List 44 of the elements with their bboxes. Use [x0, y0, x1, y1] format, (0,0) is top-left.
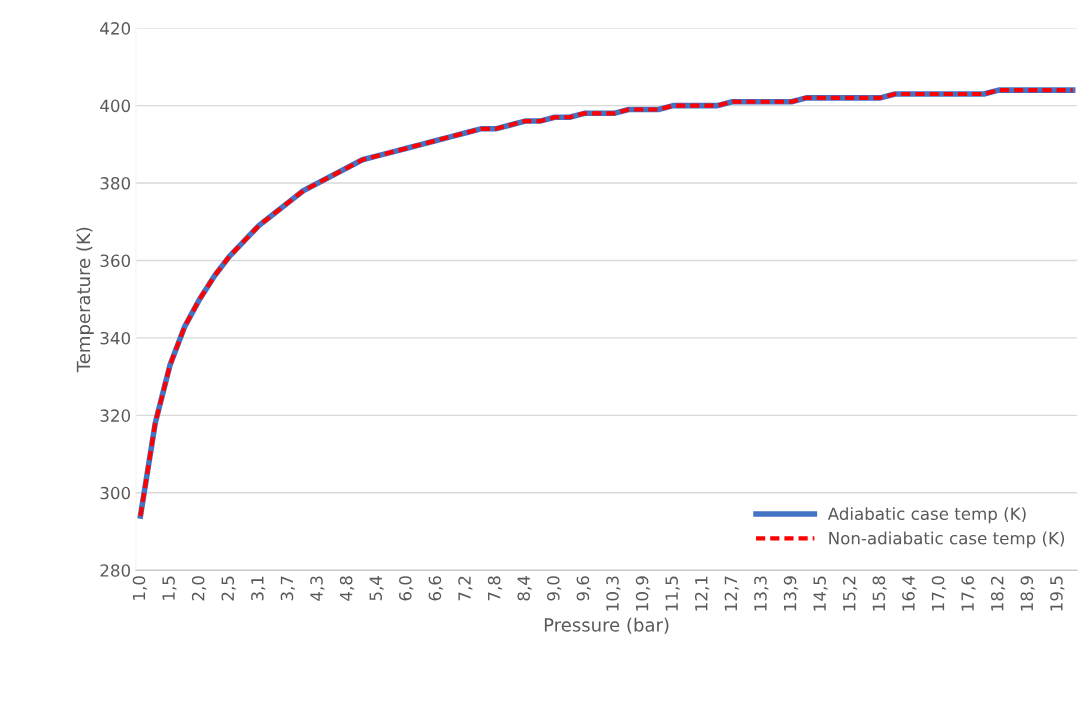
x-tick-label: 3,7	[280, 576, 295, 601]
x-tick-label: 10,3	[606, 576, 621, 611]
x-tick-label: 19,5	[1050, 576, 1065, 611]
x-tick-label: 5,4	[369, 576, 384, 601]
x-tick-label: 17,6	[961, 576, 976, 611]
x-tick-label: 4,3	[310, 576, 325, 601]
y-tick-label: 340	[100, 331, 131, 345]
x-tick-label: 6,0	[399, 576, 414, 601]
x-tick-label: 15,8	[872, 576, 887, 611]
y-tick-label: 420	[100, 22, 131, 35]
x-tick-label: 1,5	[162, 576, 177, 600]
y-axis-title: Temperature (K)	[76, 227, 94, 373]
x-tick-label: 15,2	[842, 576, 858, 611]
x-tick-label: 6,6	[428, 576, 443, 601]
x-tick-label: 1,0	[132, 576, 147, 600]
x-tick-label: 18,9	[1020, 576, 1035, 611]
x-tick-label: 4,8	[339, 576, 355, 601]
x-tick-label: 10,9	[635, 576, 651, 611]
x-tick-label: 7,2	[458, 576, 473, 601]
y-tick-label: 320	[100, 409, 131, 422]
x-tick-label: 8,4	[517, 576, 532, 601]
x-tick-label: 17,0	[931, 576, 947, 611]
x-tick-label: 12,7	[724, 576, 739, 611]
y-tick-label: 380	[100, 177, 131, 190]
x-tick-label: 16,4	[902, 576, 917, 611]
x-tick-label: 18,2	[990, 576, 1006, 611]
x-tick-label: 7,8	[487, 576, 503, 601]
x-tick-label: 14,5	[813, 576, 828, 611]
x-tick-label: 9,6	[576, 576, 591, 601]
legend-label: Adiabatic case temp (K)	[827, 507, 1026, 524]
x-tick-label: 3,1	[251, 576, 266, 601]
x-tick-label: 2,0	[191, 576, 207, 601]
x-tick-label: 12,1	[694, 576, 710, 611]
x-tick-label: 11,5	[665, 576, 680, 611]
x-tick-label: 9,0	[547, 576, 562, 601]
x-tick-label: 2,5	[221, 576, 236, 601]
x-axis-title: Pressure (bar)	[544, 617, 669, 634]
x-tick-label: 13,9	[783, 576, 799, 611]
y-tick-label: 300	[100, 486, 131, 500]
y-tick-label: 280	[100, 564, 131, 577]
legend-label: Non-adiabatic case temp (K)	[829, 531, 1065, 548]
x-tick-label: 13,3	[754, 576, 769, 611]
y-tick-label: 360	[100, 254, 131, 268]
y-tick-label: 400	[100, 99, 131, 113]
